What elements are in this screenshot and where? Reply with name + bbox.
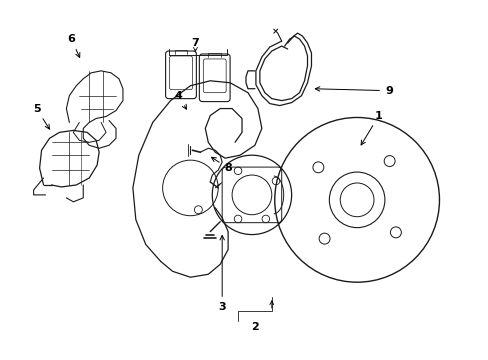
- Text: 2: 2: [250, 322, 258, 332]
- Text: 7: 7: [191, 38, 199, 48]
- Text: 8: 8: [211, 157, 231, 173]
- Text: 1: 1: [360, 111, 382, 145]
- Text: 4: 4: [174, 91, 186, 109]
- Text: 6: 6: [67, 34, 80, 57]
- Text: 9: 9: [315, 86, 392, 96]
- Text: 3: 3: [218, 235, 225, 312]
- Text: 5: 5: [33, 104, 49, 129]
